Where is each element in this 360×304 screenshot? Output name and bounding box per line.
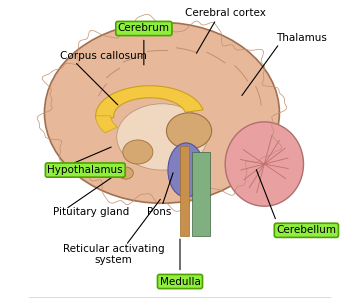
Polygon shape <box>96 116 118 133</box>
Polygon shape <box>180 146 189 236</box>
Text: Hypothalamus: Hypothalamus <box>48 165 123 175</box>
Text: Cerebral cortex: Cerebral cortex <box>185 9 266 19</box>
Text: Reticular activating
system: Reticular activating system <box>63 244 165 265</box>
Text: Thalamus: Thalamus <box>276 33 327 43</box>
Ellipse shape <box>123 140 153 164</box>
Text: Pons: Pons <box>147 207 171 217</box>
Text: Pituitary gland: Pituitary gland <box>54 207 130 217</box>
Polygon shape <box>192 152 210 236</box>
Ellipse shape <box>117 104 207 170</box>
Text: Corpus callosum: Corpus callosum <box>59 50 147 60</box>
Ellipse shape <box>44 22 279 203</box>
Ellipse shape <box>168 143 204 197</box>
Text: Medulla: Medulla <box>159 277 201 287</box>
Ellipse shape <box>166 113 212 149</box>
Ellipse shape <box>118 167 133 179</box>
Ellipse shape <box>225 122 303 206</box>
Text: Cerebellum: Cerebellum <box>276 225 336 235</box>
Polygon shape <box>96 86 203 119</box>
Text: Cerebrum: Cerebrum <box>118 23 170 33</box>
